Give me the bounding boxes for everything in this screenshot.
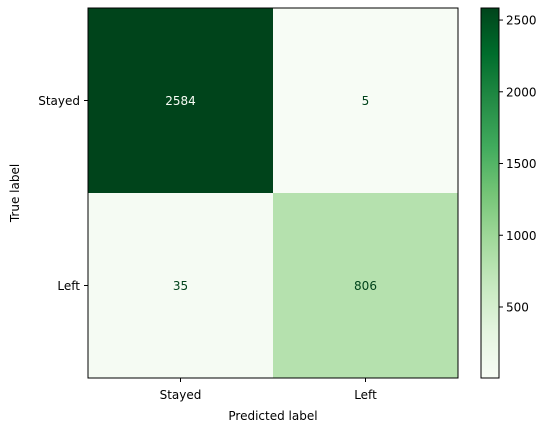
y-axis-label: True label — [8, 164, 22, 223]
heatmap-cell — [88, 193, 273, 378]
colorbar-tick-label: 1500 — [506, 157, 537, 171]
x-axis-label: Predicted label — [228, 409, 317, 423]
colorbar — [480, 7, 500, 379]
colorbar-tick-label: 500 — [506, 300, 529, 314]
cell-value-label: 5 — [362, 94, 370, 108]
colorbar-tick-label: 2500 — [506, 14, 537, 28]
cell-value-label: 806 — [354, 279, 377, 293]
y-tick-label: Stayed — [38, 94, 80, 108]
colorbar-tick-label: 2000 — [506, 85, 537, 99]
heatmap-cell — [88, 8, 273, 193]
x-tick-label: Stayed — [160, 388, 202, 402]
colorbar-tick-label: 1000 — [506, 229, 537, 243]
colorbar-ticks: 500 1000 1500 2000 2500 — [499, 14, 537, 314]
y-tick-label: Left — [57, 279, 80, 293]
x-tick-label: Left — [354, 388, 377, 402]
cell-value-labels: 2584 5 35 806 — [165, 94, 377, 293]
heatmap-cell — [273, 193, 458, 378]
cell-value-label: 2584 — [165, 94, 196, 108]
y-axis-ticks: Stayed Left — [38, 94, 88, 293]
x-axis-ticks: Stayed Left — [160, 378, 377, 402]
heatmap-cells — [88, 8, 458, 378]
heatmap-cell — [273, 8, 458, 193]
plot-frame — [87, 7, 459, 379]
cell-value-label: 35 — [173, 279, 188, 293]
